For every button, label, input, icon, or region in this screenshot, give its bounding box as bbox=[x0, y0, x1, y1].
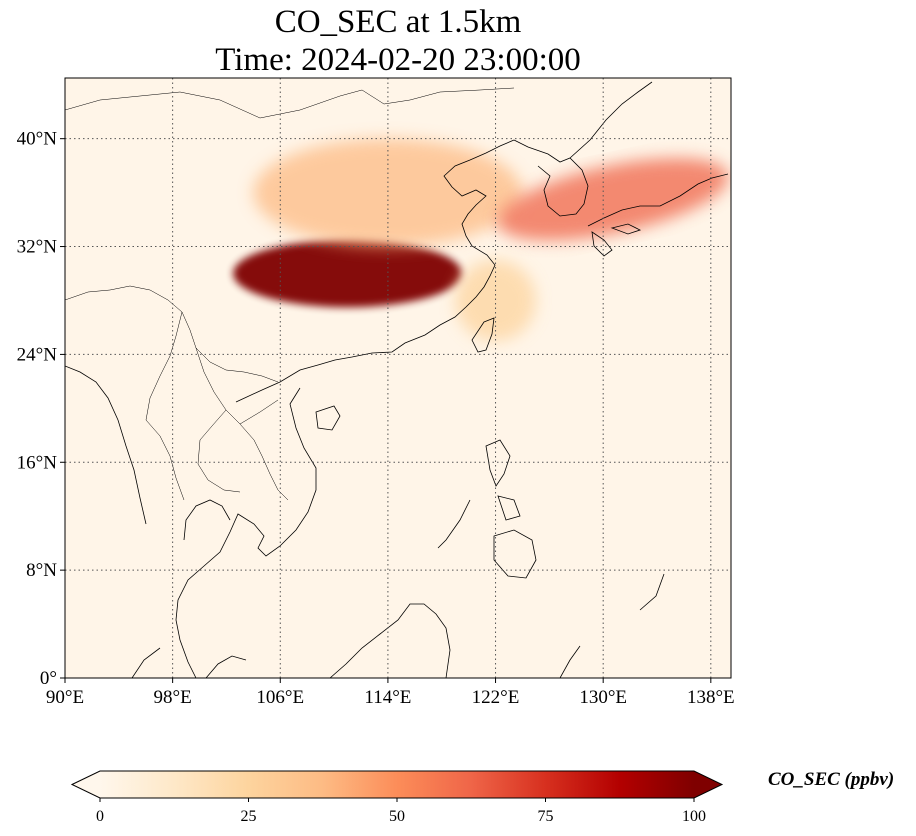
lon-tick-label: 138°E bbox=[687, 687, 735, 708]
co-plume-region bbox=[455, 260, 536, 341]
lat-tick-label: 32°N bbox=[17, 237, 58, 258]
lon-tick-label: 98°E bbox=[154, 687, 192, 708]
map-title-line1: CO_SEC at 1.5km bbox=[274, 4, 522, 40]
lat-tick-label: 0° bbox=[40, 668, 57, 689]
lon-tick-label: 106°E bbox=[256, 687, 304, 708]
lon-tick-label: 90°E bbox=[46, 687, 84, 708]
map-title-line2: Time: 2024-02-20 23:00:00 bbox=[215, 42, 581, 78]
gridlines bbox=[65, 78, 731, 678]
colorbar-tick-label: 100 bbox=[682, 808, 706, 825]
lat-tick-label: 24°N bbox=[17, 344, 58, 365]
co-plume-region bbox=[233, 239, 462, 308]
map-frame bbox=[64, 77, 732, 679]
colorbar-extend-min bbox=[72, 771, 100, 798]
colorbar-tick-label: 0 bbox=[96, 808, 104, 825]
lon-tick-label: 122°E bbox=[472, 687, 520, 708]
country-border-layer bbox=[65, 87, 515, 501]
colorbar-gradient bbox=[100, 771, 694, 798]
lat-tick-label: 8°N bbox=[26, 560, 57, 581]
axis-ticks: 90°E 98°E 106°E 114°E 122°E 130°E 138°E 0° 8°N 16… bbox=[17, 129, 735, 708]
lon-tick-label: 130°E bbox=[579, 687, 627, 708]
lat-tick-label: 16°N bbox=[17, 452, 58, 473]
map-plot-area bbox=[65, 78, 731, 678]
lon-tick-label: 114°E bbox=[364, 687, 411, 708]
colorbar-tick-label: 50 bbox=[389, 808, 405, 825]
co-plume-layer bbox=[233, 138, 729, 341]
colorbar-tick-label: 25 bbox=[241, 808, 257, 825]
colorbar-ticks: 0 25 50 75 100 bbox=[96, 798, 706, 825]
colorbar-label: CO_SEC (ppbv) bbox=[768, 769, 895, 790]
co-plume-region bbox=[497, 158, 729, 241]
colorbar-tick-label: 75 bbox=[538, 808, 554, 825]
lat-tick-label: 40°N bbox=[17, 129, 58, 150]
colorbar-extend-max bbox=[694, 771, 722, 798]
colorbar: 0 25 50 75 100 bbox=[70, 770, 724, 825]
coastline-layer bbox=[65, 81, 729, 678]
